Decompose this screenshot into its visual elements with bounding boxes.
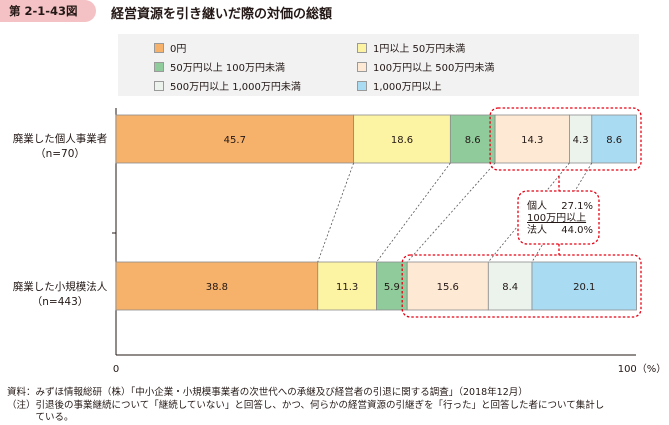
bar-label-r0-s2: 8.6 — [465, 135, 481, 146]
legend-item-0: 0円 — [154, 40, 186, 55]
legend-label-2: 50万円以上 100万円未満 — [170, 63, 285, 74]
row-n-individual: （n=70） — [35, 148, 85, 160]
callout-line-corporation: 法人 44.0% — [527, 225, 593, 237]
x-tick-label-min: 0 — [113, 364, 119, 375]
callout-corporation-value: 44.0% — [561, 225, 593, 236]
legend-label-0: 0円 — [170, 44, 187, 55]
legend-label-1: 1円以上 50万円未満 — [373, 44, 466, 55]
bar-r1-s5 — [531, 261, 637, 311]
footnote-note-cont: ている。 — [7, 412, 74, 423]
legend-swatch-1 — [357, 42, 367, 53]
bar-r0-s0 — [115, 114, 355, 164]
legend-label-5: 1,000万円以上 — [373, 82, 442, 93]
connector-line-3 — [488, 162, 570, 263]
bar-label-r1-s5: 20.1 — [573, 282, 595, 293]
bar-label-r0-s5: 8.6 — [606, 135, 622, 146]
legend-label-3: 100万円以上 500万円未満 — [373, 63, 495, 74]
footnote-source: 資料：みずほ情報総研（株）「中小企業・小規模事業者の次世代への承継及び経営者の引… — [7, 387, 528, 398]
bar-r0-s3 — [494, 114, 570, 164]
bar-r1-s3 — [406, 261, 489, 311]
bar-r1-s1 — [317, 261, 377, 311]
callout-individual-label: 個人 — [527, 201, 547, 212]
connector-line-2 — [406, 162, 496, 263]
legend-swatch-2 — [154, 61, 164, 72]
bar-label-r1-s1: 11.3 — [336, 282, 358, 293]
row-n-corporation: （n=443） — [31, 296, 89, 308]
bar-label-r0-s4: 4.3 — [573, 135, 589, 146]
callout-line-individual: 個人 27.1% — [527, 201, 593, 213]
legend: 0円 1円以上 50万円未満 50万円以上 100万円未満 100万円以上 50… — [118, 34, 639, 96]
bar-label-r1-s0: 38.8 — [206, 282, 228, 293]
legend-swatch-5 — [357, 80, 367, 91]
bar-label-r0-s1: 18.6 — [391, 135, 413, 146]
bar-r0-s2 — [449, 114, 496, 164]
callout-corporation-label: 法人 — [527, 225, 547, 236]
legend-item-5: 1,000万円以上 — [357, 78, 442, 93]
connector-line-1 — [376, 162, 451, 263]
figure-number-badge: 第 2-1-43図 — [0, 0, 96, 22]
legend-item-4: 500万円以上 1,000万円未満 — [154, 78, 301, 93]
row-name-corporation: 廃業した小規模法人 — [12, 281, 108, 293]
bar-label-r0-s0: 45.7 — [224, 135, 246, 146]
bar-r0-s1 — [353, 114, 451, 164]
legend-item-1: 1円以上 50万円未満 — [357, 40, 465, 55]
highlight-box-corporation — [401, 254, 642, 318]
legend-swatch-3 — [357, 61, 367, 72]
callout-individual-value: 27.1% — [561, 201, 593, 212]
legend-item-3: 100万円以上 500万円未満 — [357, 59, 494, 74]
bar-r1-s0 — [115, 261, 319, 311]
legend-swatch-4 — [154, 80, 164, 91]
bar-label-r1-s3: 15.6 — [437, 282, 459, 293]
bar-r1-s4 — [487, 261, 533, 311]
legend-label-4: 500万円以上 1,000万円未満 — [170, 82, 301, 93]
footnote-note: （注）引退後の事業継続について「継続していない」と回答し、かつ、何らかの経営資源… — [7, 400, 605, 411]
row-name-individual: 廃業した個人事業者 — [12, 133, 108, 145]
row-label-individual: 廃業した個人事業者 （n=70） — [6, 132, 114, 162]
callout-threshold: 100万円以上 — [527, 213, 587, 224]
legend-item-2: 50万円以上 100万円未満 — [154, 59, 285, 74]
legend-swatch-0 — [154, 42, 164, 53]
bar-label-r0-s3: 14.3 — [521, 135, 543, 146]
row-label-corporation: 廃業した小規模法人 （n=443） — [6, 280, 114, 310]
bar-label-r1-s2: 5.9 — [384, 282, 400, 293]
bar-r0-s5 — [591, 114, 637, 164]
x-tick-label-max: 100（%） — [618, 363, 667, 375]
figure-title: 経営資源を引き継いだ際の対価の総額 — [111, 7, 333, 22]
callout-note: 個人 27.1% 100万円以上 法人 44.0% — [518, 195, 598, 241]
bar-label-r1-s4: 8.4 — [502, 282, 518, 293]
connector-line-0 — [317, 162, 355, 263]
